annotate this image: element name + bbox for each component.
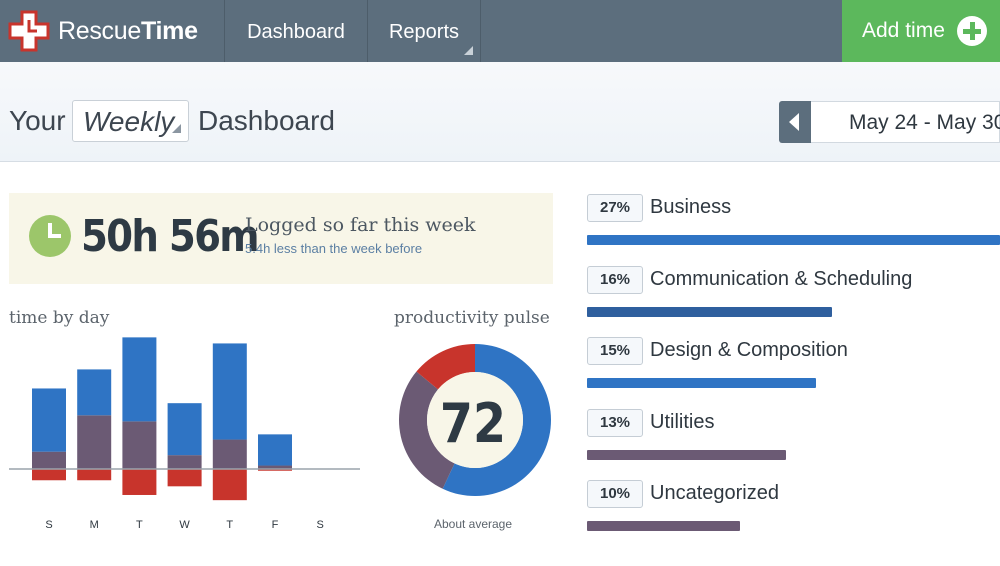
productivity-pulse-chart (399, 344, 551, 496)
pulse-center (427, 372, 523, 468)
bar-distracting[interactable] (258, 469, 292, 471)
bar-productive[interactable] (77, 369, 112, 416)
header-suffix: Dashboard (198, 105, 335, 136)
bar-productive[interactable] (258, 434, 292, 466)
previous-period-button[interactable] (779, 101, 811, 143)
category-row[interactable]: 13% Utilities (587, 408, 1000, 469)
bar-distracting[interactable] (122, 469, 157, 495)
pulse-slice-distracting[interactable] (416, 344, 475, 390)
category-row[interactable]: 15% Design & Composition (587, 337, 1000, 397)
category-bar (587, 378, 816, 388)
add-time-label: Add time (862, 19, 945, 42)
pulse-slice-neutral[interactable] (399, 371, 455, 489)
bar-productive[interactable] (122, 337, 157, 422)
logged-total: 50h 56m (81, 211, 260, 262)
category-percent: 10% (587, 480, 643, 508)
bar-distracting[interactable] (32, 469, 66, 481)
nav-reports[interactable]: Reports (368, 0, 480, 62)
nav-reports-label: Reports (388, 21, 460, 43)
nav-divider (480, 0, 481, 62)
bar-distracting[interactable] (77, 469, 112, 481)
bar-productive[interactable] (212, 343, 247, 440)
category-name: Business (650, 196, 732, 218)
nav-divider (224, 0, 225, 62)
category-bar (587, 449, 786, 460)
day-tick-label: W (179, 519, 190, 531)
period-select[interactable]: Weekly (72, 100, 189, 142)
day-tick-label: S (45, 519, 52, 531)
day-tick-label: M (90, 519, 99, 531)
dashboard-header: Your Weekly Dashboard May 24 - May 30 (0, 62, 1000, 162)
category-bar (587, 521, 740, 531)
category-percent: 13% (587, 408, 643, 437)
time-by-day-title: time by day (9, 308, 110, 328)
category-row[interactable]: 27% Business (587, 194, 1000, 254)
day-tick-label: S (317, 519, 324, 531)
category-percent: 15% (587, 337, 643, 365)
bar-neutral[interactable] (212, 439, 247, 469)
header-prefix: Your (9, 105, 66, 136)
category-row[interactable]: 10% Uncategorized (587, 480, 1000, 540)
bar-distracting[interactable] (212, 469, 247, 501)
plus-circle-icon (956, 16, 987, 46)
add-time-button[interactable]: Add time (842, 0, 1000, 62)
logo-text: RescueTime (58, 16, 198, 45)
category-name: Communication & Scheduling (650, 267, 913, 290)
bar-productive[interactable] (167, 403, 202, 456)
dropdown-caret-icon (172, 124, 181, 133)
category-row[interactable]: 16% Communication & Scheduling (587, 265, 1000, 326)
clock-cross-logo-icon (8, 10, 50, 52)
day-tick-label: F (272, 519, 279, 531)
period-select-value: Weekly (83, 106, 175, 137)
bar-neutral[interactable] (122, 421, 157, 469)
bar-neutral[interactable] (258, 465, 292, 469)
pulse-slice-productive[interactable] (442, 344, 551, 496)
clock-icon (29, 215, 71, 257)
nav-divider (367, 0, 368, 62)
bar-productive[interactable] (32, 388, 66, 452)
bar-neutral[interactable] (32, 451, 66, 469)
category-bar (587, 235, 1000, 245)
logged-summary: 50h 56m Logged so far this week 5.4h les… (9, 193, 553, 284)
category-percent: 27% (587, 194, 643, 222)
day-tick-label: T (226, 519, 233, 531)
dropdown-caret-icon (464, 46, 473, 55)
logged-delta: 5.4h less than the week before (245, 241, 423, 256)
category-percent: 16% (587, 265, 643, 294)
productivity-pulse-title: productivity pulse (394, 308, 550, 328)
top-nav: RescueTime Dashboard Reports Add time (0, 0, 1000, 62)
bar-neutral[interactable] (77, 415, 112, 469)
category-name: Utilities (650, 410, 715, 433)
nav-dashboard[interactable]: Dashboard (247, 21, 345, 43)
rescuetime-logo[interactable]: RescueTime (8, 10, 198, 52)
date-range[interactable]: May 24 - May 30 (811, 101, 1000, 143)
category-bar (587, 306, 832, 317)
category-name: Uncategorized (650, 482, 779, 504)
pulse-score: 72 (439, 392, 507, 455)
bar-neutral[interactable] (167, 455, 202, 469)
category-name: Design & Composition (650, 339, 848, 361)
pulse-caption: About average (433, 517, 513, 531)
bar-distracting[interactable] (167, 469, 202, 487)
date-range-label: May 24 - May 30 (849, 111, 1000, 134)
day-tick-label: T (136, 519, 143, 531)
logged-label: Logged so far this week (245, 214, 476, 236)
